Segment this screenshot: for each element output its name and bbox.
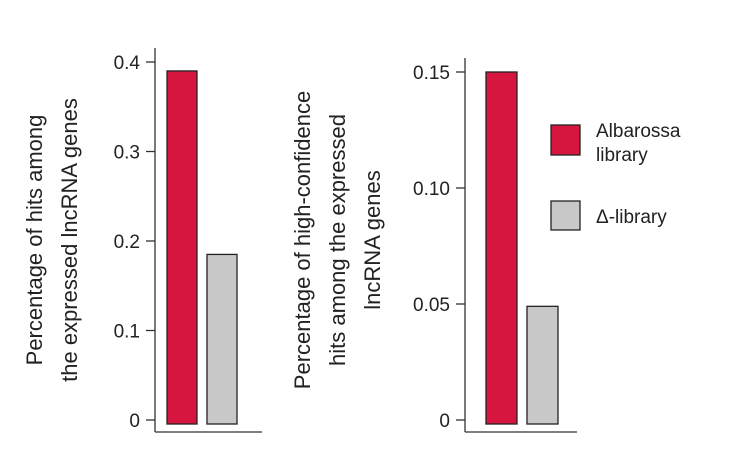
y-tick-label: 0 [129,411,140,432]
y-tick-label: 0.1 [114,322,140,343]
y-axis-label-line: Percentage of hits among [22,115,47,366]
y-axis-label-line: Percentage of high-confidence [290,91,315,389]
y-tick-label: 0.4 [114,53,141,74]
y-axis-label: the expressed lncRNA genes [57,98,82,382]
y-tick-label: 0.3 [114,143,140,164]
y-tick-label: 0.15 [413,63,450,84]
chart-panel-hits: Percentage of hits among the expressed l… [22,48,262,433]
y-tick-label: 0.2 [114,232,140,253]
legend: Albarossa library Δ-library [550,121,686,231]
y-tick-label: 0.05 [413,295,450,316]
legend-label-albarossa: Albarossa library [596,121,686,166]
legend-swatch-albarossa [550,124,581,156]
y-axis-label: Percentage of hits among [22,115,47,366]
chart-panel-high-confidence-hits: Percentage of high-confidence hits among … [290,58,577,433]
y-axis-label-line: hits among the expressed [325,114,350,366]
bar-delta-library [206,253,238,425]
legend-swatch-delta-library [550,200,581,231]
bar-delta-library [526,305,559,425]
legend-label-delta-library: Δ-library [596,207,667,228]
bar-albarossa-library [485,71,518,425]
y-axis-label-line: lncRNA genes [360,170,385,309]
y-tick-label: 0.10 [413,179,450,200]
bar-albarossa-library [166,70,198,425]
y-axis-label-line: the expressed lncRNA genes [57,98,82,382]
y-tick-label: 0 [439,411,450,432]
